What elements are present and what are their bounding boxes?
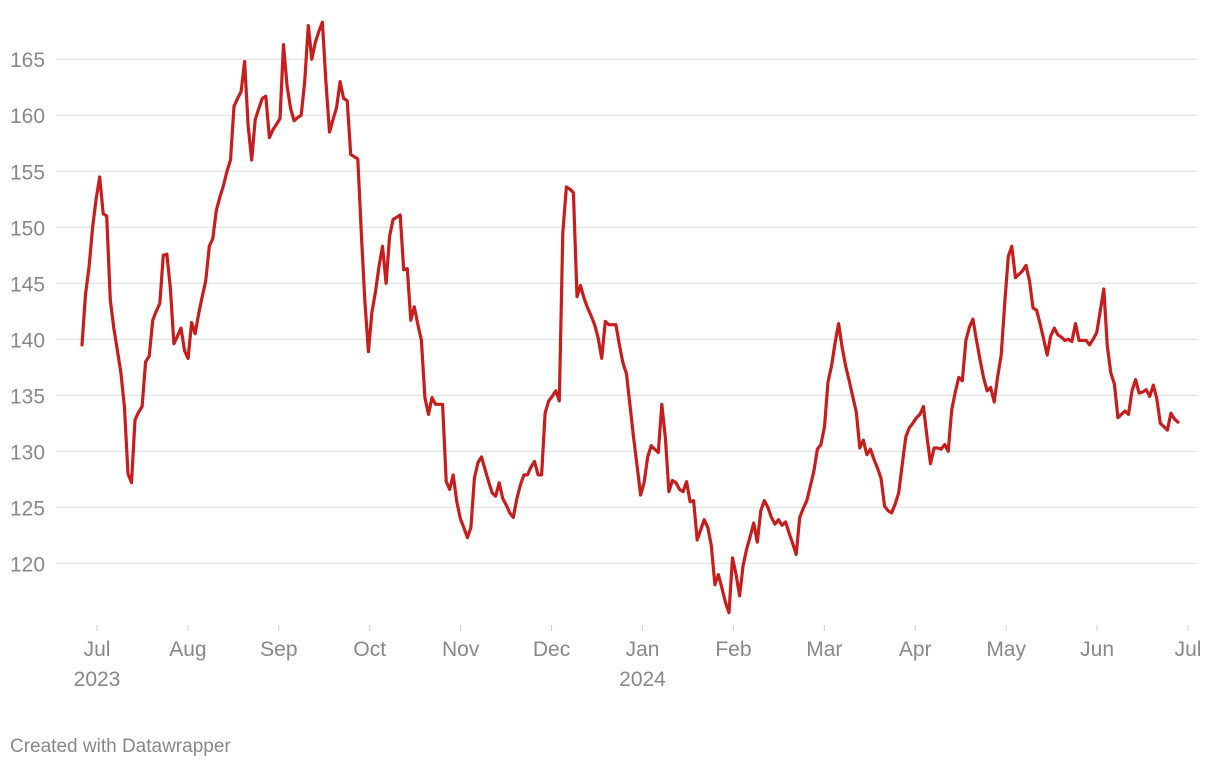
x-tick-label: Jul: [1175, 638, 1202, 661]
x-tick-label: Oct: [353, 638, 386, 661]
x-tick-label: Jun: [1080, 638, 1114, 661]
x-tick-year: 2024: [619, 668, 666, 691]
x-tick-label: Nov: [442, 638, 480, 661]
y-tick-label: 150: [10, 217, 45, 240]
credit: Created with Datawrapper: [10, 736, 231, 757]
y-tick-label: 140: [10, 329, 45, 352]
y-tick-label: 130: [10, 441, 45, 464]
y-tick-label: 165: [10, 49, 45, 72]
x-tick-label: Apr: [899, 638, 932, 661]
y-tick-label: 135: [10, 385, 45, 408]
x-tick-label: May: [986, 638, 1026, 661]
y-tick-label: 155: [10, 161, 45, 184]
x-tick-label: Aug: [169, 638, 206, 661]
x-tick-label: Feb: [715, 638, 751, 661]
x-tick-label: Sep: [260, 638, 297, 661]
x-tick-label: Jan: [626, 638, 660, 661]
x-tick-year: 2023: [74, 668, 121, 691]
y-tick-label: 125: [10, 497, 45, 520]
x-tick-label: Mar: [806, 638, 842, 661]
x-tick-label: Jul: [84, 638, 111, 661]
y-tick-label: 145: [10, 273, 45, 296]
y-tick-label: 120: [10, 553, 45, 576]
y-tick-label: 160: [10, 105, 45, 128]
x-tick-label: Dec: [533, 638, 570, 661]
price-line: [80, 20, 1180, 615]
